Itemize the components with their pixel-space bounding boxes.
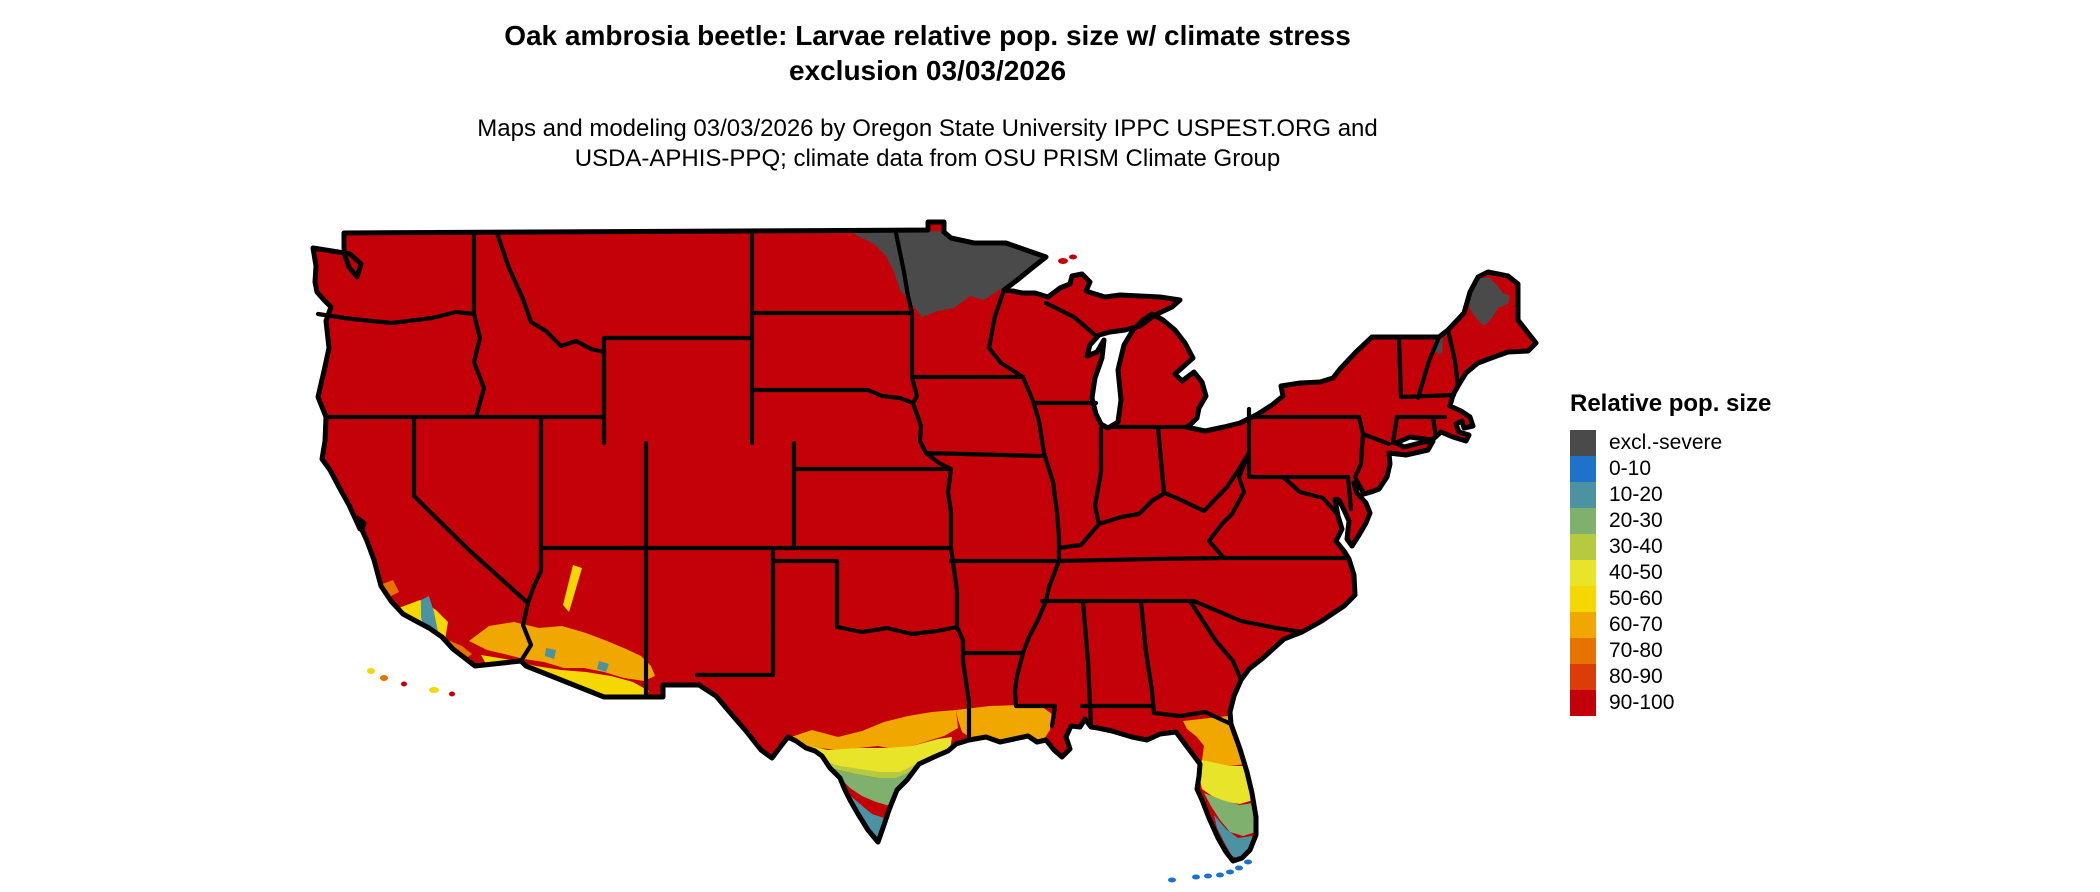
legend-row: 40-50 [1570, 560, 1771, 586]
lake-michigan-islet-1 [1114, 319, 1122, 325]
legend-swatch-60-70 [1570, 612, 1596, 638]
florida-key-2 [1235, 865, 1243, 871]
legend-swatch-70-80 [1570, 638, 1596, 664]
legend-row: 60-70 [1570, 612, 1771, 638]
legend-row: 90-100 [1570, 690, 1771, 716]
region-texas-blue-speck-2 [880, 840, 888, 846]
legend-label: 10-20 [1609, 483, 1663, 506]
legend-row: excl.-severe [1570, 430, 1771, 456]
legend-label: 30-40 [1609, 535, 1663, 558]
florida-key-4 [1216, 872, 1224, 878]
legend-label: 20-30 [1609, 509, 1663, 532]
florida-key-3 [1226, 869, 1234, 875]
legend-label: 90-100 [1609, 691, 1675, 714]
florida-key-1 [1244, 859, 1252, 865]
legend-swatch-40-50 [1570, 560, 1596, 586]
legend-row: 30-40 [1570, 534, 1771, 560]
region-florida-green-band [1204, 793, 1256, 836]
region-northern-maine-excluded [1468, 278, 1510, 326]
region-arizona-teal-speck-1 [545, 648, 556, 659]
legend-label: excl.-severe [1609, 431, 1723, 454]
legend-swatch-30-40 [1570, 534, 1596, 560]
legend-label: 0-10 [1609, 457, 1652, 480]
lake-superior-islet-2 [1069, 254, 1077, 260]
legend-label: 70-80 [1609, 639, 1663, 662]
florida-key-6 [1192, 874, 1200, 880]
legend: Relative pop. size excl.-severe 0-10 10-… [1570, 390, 1771, 716]
region-socal-orange-patch-2 [448, 640, 472, 660]
legend-swatch-50-60 [1570, 586, 1596, 612]
legend-title: Relative pop. size [1570, 390, 1772, 417]
region-arizona-orange [469, 622, 655, 681]
legend-row: 20-30 [1570, 508, 1771, 534]
channel-island-yellow-1 [367, 668, 375, 674]
legend-swatch-10-20 [1570, 482, 1596, 508]
legend-label: 80-90 [1609, 665, 1663, 688]
subtitle-line-2: USDA-APHIS-PPQ; climate data from OSU PR… [574, 145, 1281, 172]
figure-subtitle: Maps and modeling 03/03/2026 by Oregon S… [305, 114, 1550, 174]
region-texas-yellowgreen-band [820, 760, 916, 778]
figure-title: Oak ambrosia beetle: Larvae relative pop… [305, 18, 1550, 88]
channel-island-red-2 [449, 691, 455, 697]
legend-swatch-20-30 [1570, 508, 1596, 534]
channel-island-yellow-2 [429, 687, 439, 693]
legend-row: 70-80 [1570, 638, 1771, 664]
florida-key-7 [1168, 877, 1176, 883]
legend-label: 60-70 [1609, 613, 1663, 636]
legend-label: 50-60 [1609, 587, 1663, 610]
state-borders [315, 230, 1461, 742]
channel-island-orange [380, 675, 388, 681]
florida-key-5 [1204, 873, 1212, 879]
region-florida-teal-band [1214, 815, 1254, 859]
legend-swatch-80-90 [1570, 664, 1596, 690]
channel-island-red-1 [401, 681, 407, 687]
region-texas-orange-band [788, 710, 958, 750]
legend-row: 0-10 [1570, 456, 1771, 482]
legend-row: 80-90 [1570, 664, 1771, 690]
legend-swatch-0-10 [1570, 456, 1596, 482]
title-line-2: exclusion 03/03/2026 [788, 55, 1067, 86]
legend-label: 40-50 [1609, 561, 1663, 584]
title-line-1: Oak ambrosia beetle: Larvae relative pop… [504, 20, 1351, 51]
legend-swatch-90-100 [1570, 690, 1596, 716]
legend-swatch-excl-severe [1570, 430, 1596, 456]
legend-row: 50-60 [1570, 586, 1771, 612]
region-florida-yellow-band [1199, 760, 1253, 804]
region-arizona-teal-speck-2 [597, 661, 609, 672]
islands-and-keys [367, 254, 1252, 883]
lake-superior-islet-1 [1058, 258, 1068, 264]
region-grand-canyon-strip [563, 565, 582, 612]
legend-row: 10-20 [1570, 482, 1771, 508]
subtitle-line-1: Maps and modeling 03/03/2026 by Oregon S… [477, 115, 1378, 142]
